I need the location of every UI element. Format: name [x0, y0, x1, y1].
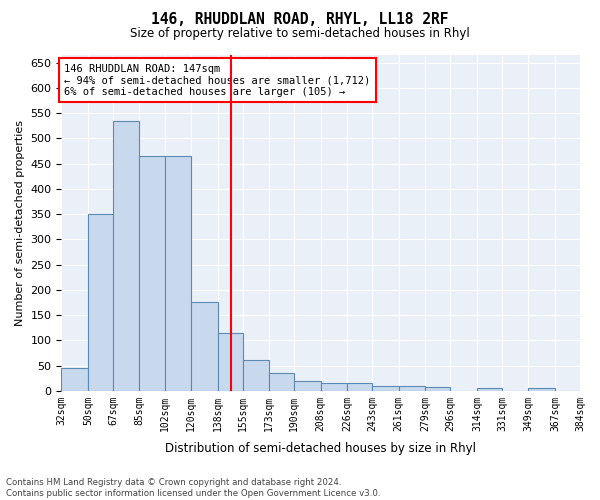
- Bar: [269, 373, 294, 391]
- Bar: [399, 386, 425, 391]
- Bar: [321, 383, 347, 391]
- Text: Size of property relative to semi-detached houses in Rhyl: Size of property relative to semi-detach…: [130, 28, 470, 40]
- X-axis label: Distribution of semi-detached houses by size in Rhyl: Distribution of semi-detached houses by …: [165, 442, 476, 455]
- Bar: [347, 383, 372, 391]
- Text: 146, RHUDDLAN ROAD, RHYL, LL18 2RF: 146, RHUDDLAN ROAD, RHYL, LL18 2RF: [151, 12, 449, 28]
- Bar: [164, 156, 191, 391]
- Bar: [218, 332, 242, 391]
- Bar: [529, 388, 555, 391]
- Bar: [88, 214, 113, 391]
- Bar: [372, 386, 399, 391]
- Text: 146 RHUDDLAN ROAD: 147sqm
← 94% of semi-detached houses are smaller (1,712)
6% o: 146 RHUDDLAN ROAD: 147sqm ← 94% of semi-…: [64, 64, 371, 97]
- Bar: [425, 386, 451, 391]
- Bar: [61, 368, 88, 391]
- Bar: [139, 156, 164, 391]
- Bar: [294, 380, 321, 391]
- Bar: [191, 302, 218, 391]
- Y-axis label: Number of semi-detached properties: Number of semi-detached properties: [15, 120, 25, 326]
- Text: Contains HM Land Registry data © Crown copyright and database right 2024.
Contai: Contains HM Land Registry data © Crown c…: [6, 478, 380, 498]
- Bar: [242, 360, 269, 391]
- Bar: [113, 120, 139, 391]
- Bar: [477, 388, 502, 391]
